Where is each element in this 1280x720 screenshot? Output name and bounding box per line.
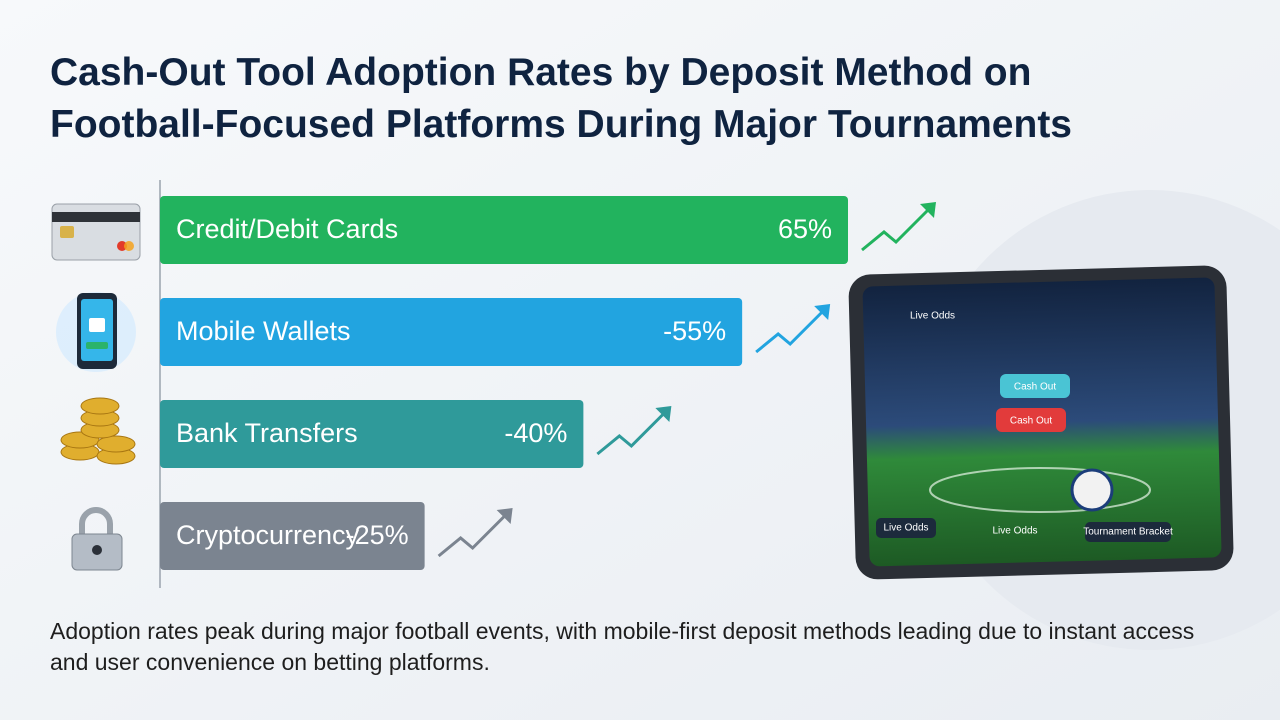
category-label: Mobile Wallets xyxy=(176,316,351,346)
button-label: Cash Out xyxy=(1010,416,1052,427)
cashout-button xyxy=(1000,374,1070,398)
bar xyxy=(160,502,425,570)
bar xyxy=(160,196,848,264)
trend-arrow xyxy=(814,304,831,320)
tab xyxy=(876,518,936,538)
bar xyxy=(160,400,584,468)
card-icon xyxy=(117,241,127,251)
category-label: Cryptocurrency xyxy=(176,520,360,550)
phone-icon xyxy=(89,318,105,332)
tablet-header: Live Odds xyxy=(910,311,955,322)
coin-icon xyxy=(80,397,120,415)
ball xyxy=(1070,468,1114,512)
category-label: Credit/Debit Cards xyxy=(176,214,398,244)
tab-label: Tournament Bracket xyxy=(1083,527,1173,538)
button-label: Cash Out xyxy=(1014,382,1056,393)
trend-arrow xyxy=(596,408,669,456)
pitch-line xyxy=(929,467,1151,513)
lock-icon xyxy=(92,545,102,555)
value-label: 65% xyxy=(778,214,832,244)
value-label: -25% xyxy=(346,520,409,550)
card-icon xyxy=(124,241,134,251)
tab xyxy=(1085,522,1171,542)
trend-arrow xyxy=(655,406,672,422)
trend-arrow xyxy=(496,508,513,524)
value-label: -40% xyxy=(504,418,567,448)
bar xyxy=(160,298,743,366)
card-icon xyxy=(60,226,74,238)
trend-arrow xyxy=(861,204,934,252)
coin-icon xyxy=(96,435,136,453)
phone-icon xyxy=(86,342,108,349)
trend-arrow xyxy=(755,306,828,354)
caption: Adoption rates peak during major footbal… xyxy=(50,618,1194,675)
trend-arrow xyxy=(920,202,936,218)
chart-title: Cash-Out Tool Adoption Rates by Deposit … xyxy=(50,51,1072,146)
icons xyxy=(51,203,141,571)
tab-label: Live Odds xyxy=(883,523,928,534)
tab-label: Live Odds xyxy=(992,526,1037,537)
trend-arrow xyxy=(437,510,510,558)
tablet: Live Odds Cash Out Cash Out Live Odds Li… xyxy=(848,265,1234,580)
cashout-button xyxy=(996,408,1066,432)
card-icon xyxy=(52,212,140,222)
lock-icon xyxy=(79,507,113,536)
category-label: Bank Transfers xyxy=(176,418,358,448)
value-label: -55% xyxy=(663,316,726,346)
